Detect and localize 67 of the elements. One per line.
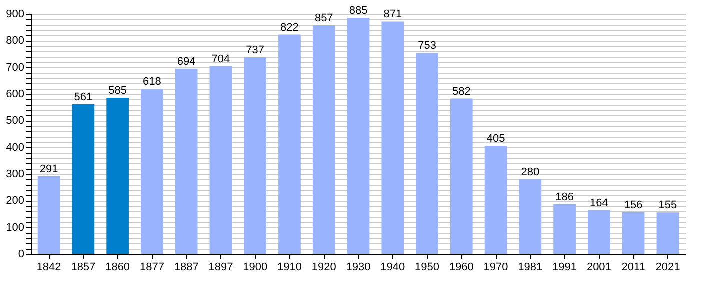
data-label: 291 (40, 163, 58, 176)
y-tick-label: 700 (6, 62, 24, 74)
data-label: 885 (349, 5, 368, 17)
data-label: 737 (246, 44, 265, 56)
data-label: 857 (314, 12, 334, 24)
x-tick-label: 1960 (449, 262, 474, 274)
data-label: 280 (521, 166, 540, 178)
x-tick-label: 1930 (346, 262, 371, 274)
data-label: 618 (143, 76, 162, 88)
bar (416, 53, 438, 254)
x-tick-label: 1991 (552, 262, 578, 274)
bar (622, 212, 645, 254)
x-tick-label: 1857 (71, 262, 96, 274)
x-tick-label: 1877 (140, 262, 164, 274)
bar (244, 57, 267, 254)
y-tick-label: 900 (6, 8, 24, 20)
x-tick-label: 1910 (277, 262, 302, 274)
x-tick-label: 2021 (656, 262, 680, 274)
bar (210, 66, 232, 254)
data-label: 405 (486, 133, 506, 145)
x-tick-label: 1940 (380, 262, 406, 274)
x-tick-label: 1920 (312, 262, 336, 274)
y-tick-label: 200 (6, 195, 24, 208)
data-label: 694 (177, 56, 196, 68)
y-tick-label: 0 (18, 248, 24, 260)
data-label: 164 (590, 197, 608, 210)
data-label: 585 (108, 85, 127, 97)
bar (347, 18, 370, 254)
bar (38, 176, 60, 254)
bar (519, 179, 542, 254)
x-tick-label: 2011 (622, 262, 646, 274)
data-label: 156 (624, 199, 643, 212)
x-tick-label: 1900 (243, 262, 268, 274)
x-tick-label: 1981 (518, 262, 543, 274)
bar (450, 98, 473, 254)
bar (484, 146, 508, 254)
y-tick-label: 600 (6, 88, 24, 100)
y-tick-label: 400 (6, 142, 24, 154)
y-tick-label: 500 (6, 115, 24, 128)
data-label: 704 (212, 53, 230, 66)
data-label: 753 (418, 40, 436, 52)
x-tick-label: 1842 (36, 262, 62, 274)
bar (312, 25, 336, 254)
x-tick-label: 1897 (208, 262, 234, 274)
bar (72, 104, 95, 254)
x-tick-label: 1887 (174, 262, 199, 274)
x-tick-label: 1970 (484, 262, 508, 274)
x-tick-label: 1950 (415, 262, 440, 274)
data-label: 871 (384, 8, 402, 21)
y-tick-label: 300 (6, 168, 24, 180)
data-label: 582 (452, 86, 471, 98)
data-label: 155 (658, 200, 678, 212)
x-tick-label: 1860 (106, 262, 130, 274)
bar (656, 212, 680, 254)
bar (382, 22, 404, 254)
bar (588, 210, 610, 254)
bar (278, 34, 301, 254)
bar (106, 98, 129, 254)
data-label: 186 (556, 191, 574, 204)
bar (554, 204, 576, 254)
y-tick-label: 800 (6, 35, 24, 48)
y-tick-label: 100 (6, 222, 24, 234)
bar (175, 68, 198, 254)
bar (141, 89, 164, 254)
data-label: 822 (280, 22, 299, 34)
data-label: 561 (74, 91, 93, 104)
x-tick-label: 2001 (586, 262, 612, 274)
